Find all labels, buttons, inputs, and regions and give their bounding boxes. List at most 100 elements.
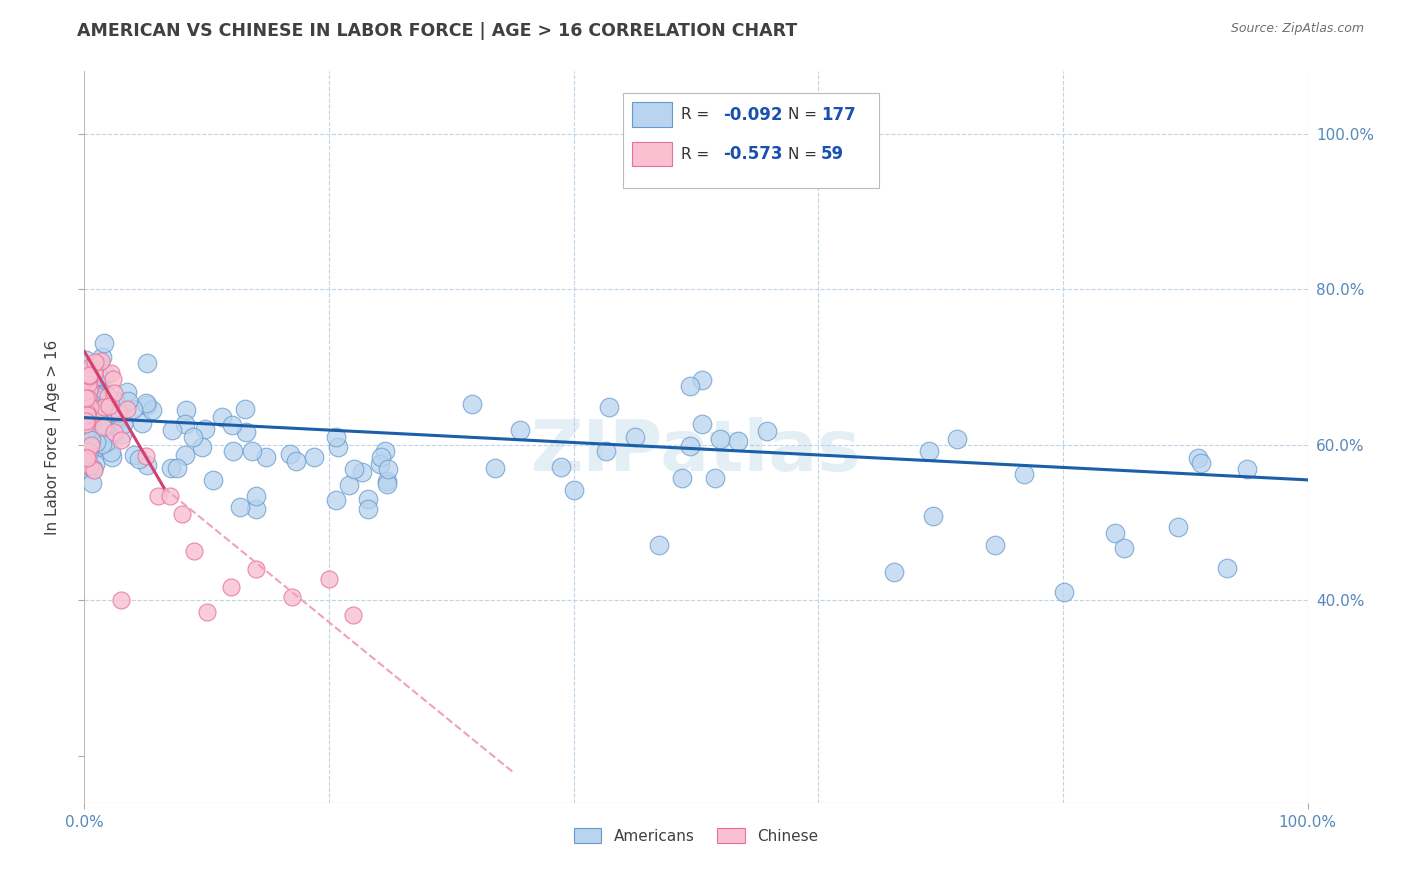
- Point: [318, 572, 340, 586]
- Point: [84, 422, 107, 436]
- Point: [83, 436, 105, 450]
- Point: [1053, 584, 1076, 599]
- Point: [136, 356, 159, 370]
- Point: [76, 392, 98, 406]
- Point: [82, 375, 104, 389]
- Point: [84, 442, 107, 456]
- Point: [77, 422, 100, 436]
- Point: [183, 544, 205, 558]
- Point: [90, 436, 112, 450]
- Point: [194, 422, 217, 436]
- Point: [87, 373, 110, 387]
- Point: [80, 404, 103, 418]
- Point: [77, 398, 100, 412]
- Point: [87, 358, 110, 372]
- Point: [84, 401, 107, 416]
- Point: [181, 430, 204, 444]
- Point: [101, 450, 124, 465]
- Point: [110, 593, 132, 607]
- Point: [82, 389, 104, 403]
- Point: [173, 448, 195, 462]
- Text: 177: 177: [821, 105, 855, 123]
- Point: [211, 410, 233, 425]
- Point: [76, 451, 98, 466]
- FancyBboxPatch shape: [623, 94, 880, 188]
- Point: [84, 403, 107, 417]
- Point: [79, 402, 101, 417]
- Point: [76, 406, 98, 420]
- Point: [75, 390, 97, 404]
- Point: [623, 430, 645, 444]
- Point: [79, 458, 101, 473]
- Text: N =: N =: [787, 107, 817, 122]
- Point: [174, 402, 197, 417]
- Point: [598, 401, 620, 415]
- Point: [76, 408, 98, 422]
- Point: [671, 471, 693, 485]
- Point: [76, 409, 98, 423]
- Point: [235, 402, 257, 417]
- Point: [325, 430, 347, 444]
- Point: [87, 429, 110, 443]
- Text: -0.573: -0.573: [723, 145, 782, 163]
- Point: [91, 420, 114, 434]
- Point: [97, 389, 120, 403]
- Point: [90, 378, 112, 392]
- Point: [84, 389, 107, 403]
- Point: [83, 463, 105, 477]
- Point: [174, 417, 197, 431]
- Point: [103, 427, 125, 442]
- Point: [195, 605, 218, 619]
- Point: [337, 477, 360, 491]
- Point: [75, 458, 97, 472]
- Point: [93, 417, 115, 431]
- Point: [80, 409, 103, 423]
- Point: [93, 335, 115, 350]
- Point: [162, 423, 184, 437]
- Point: [83, 393, 105, 408]
- Point: [709, 432, 731, 446]
- Point: [281, 590, 304, 604]
- Point: [121, 401, 143, 416]
- Point: [79, 398, 101, 412]
- Point: [202, 473, 225, 487]
- Point: [1189, 457, 1212, 471]
- Y-axis label: In Labor Force | Age > 16: In Labor Force | Age > 16: [45, 340, 60, 534]
- Point: [83, 367, 105, 381]
- Point: [357, 492, 380, 507]
- Point: [90, 412, 112, 426]
- Point: [75, 403, 97, 417]
- Point: [80, 423, 103, 437]
- Point: [104, 394, 127, 409]
- Point: [368, 457, 391, 471]
- Point: [86, 368, 108, 383]
- Point: [98, 417, 121, 431]
- Point: [727, 434, 749, 449]
- FancyBboxPatch shape: [633, 142, 672, 167]
- Point: [80, 443, 103, 458]
- Legend: Americans, Chinese: Americans, Chinese: [568, 822, 824, 850]
- Point: [983, 538, 1005, 552]
- Point: [484, 461, 506, 475]
- Point: [1187, 450, 1209, 465]
- Point: [76, 387, 98, 401]
- Point: [82, 414, 104, 428]
- Point: [122, 448, 145, 462]
- Point: [79, 398, 101, 412]
- Point: [342, 607, 364, 622]
- Point: [128, 452, 150, 467]
- Point: [75, 397, 97, 411]
- Point: [80, 438, 103, 452]
- Point: [160, 460, 183, 475]
- Point: [159, 490, 181, 504]
- Text: R =: R =: [682, 107, 714, 122]
- Point: [77, 376, 100, 390]
- Point: [370, 450, 392, 464]
- Point: [115, 384, 138, 399]
- Point: [77, 402, 100, 417]
- Point: [1236, 461, 1258, 475]
- Point: [692, 373, 714, 387]
- Point: [75, 460, 97, 475]
- Point: [108, 406, 131, 420]
- Point: [509, 423, 531, 437]
